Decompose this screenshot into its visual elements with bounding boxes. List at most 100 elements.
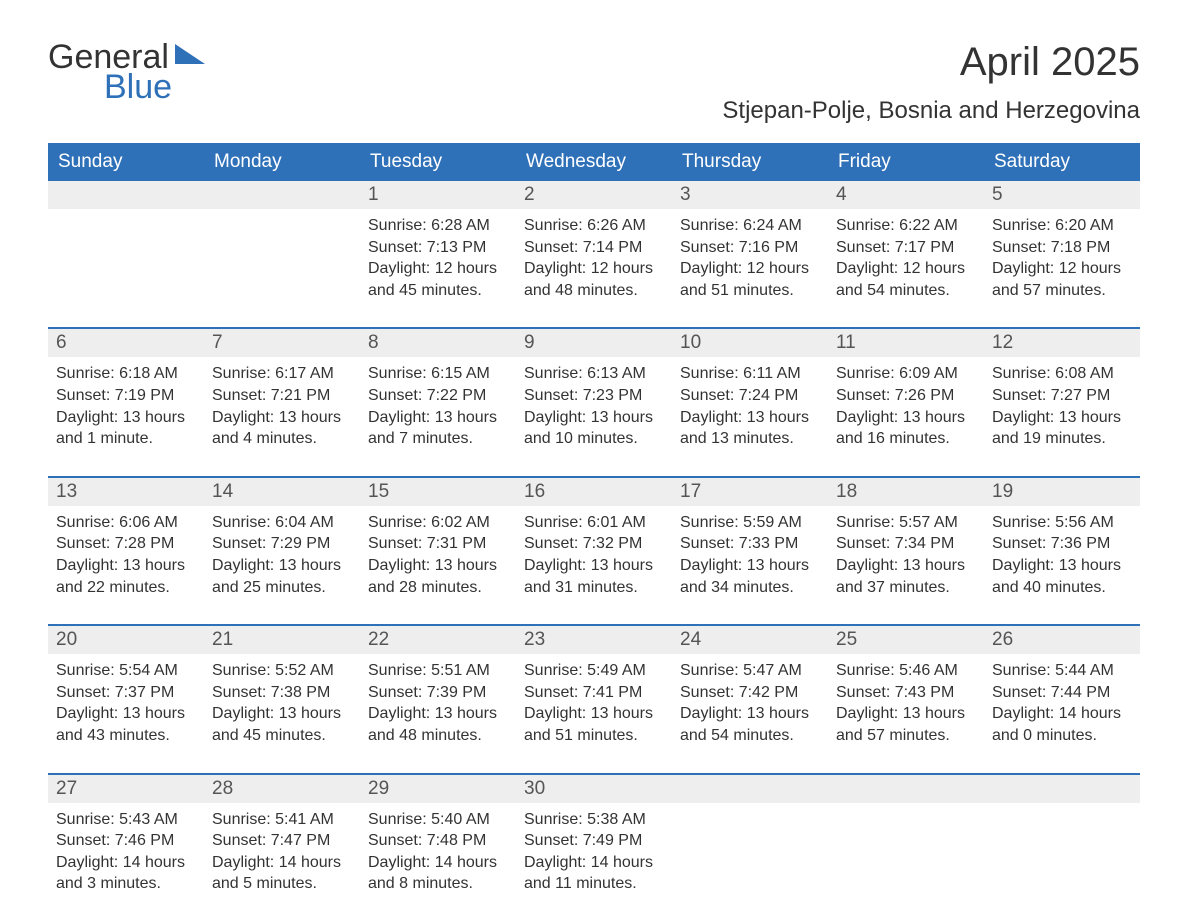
daylight-text: Daylight: 13 hours and 19 minutes. (992, 407, 1132, 450)
sunrise-text: Sunrise: 5:41 AM (212, 809, 352, 831)
day-body: Sunrise: 6:04 AMSunset: 7:29 PMDaylight:… (204, 506, 360, 602)
sunset-text: Sunset: 7:38 PM (212, 682, 352, 704)
daylight-text: Daylight: 13 hours and 57 minutes. (836, 703, 976, 746)
day-header-thursday: Thursday (672, 143, 828, 181)
day-cell: 18Sunrise: 5:57 AMSunset: 7:34 PMDayligh… (828, 478, 984, 602)
day-cell: 20Sunrise: 5:54 AMSunset: 7:37 PMDayligh… (48, 626, 204, 750)
sunrise-text: Sunrise: 5:52 AM (212, 660, 352, 682)
day-cell: 27Sunrise: 5:43 AMSunset: 7:46 PMDayligh… (48, 775, 204, 899)
daylight-text: Daylight: 13 hours and 13 minutes. (680, 407, 820, 450)
day-cell: 24Sunrise: 5:47 AMSunset: 7:42 PMDayligh… (672, 626, 828, 750)
sunrise-text: Sunrise: 6:28 AM (368, 215, 508, 237)
day-body: Sunrise: 6:13 AMSunset: 7:23 PMDaylight:… (516, 357, 672, 453)
day-body: Sunrise: 5:49 AMSunset: 7:41 PMDaylight:… (516, 654, 672, 750)
day-body: Sunrise: 5:40 AMSunset: 7:48 PMDaylight:… (360, 803, 516, 899)
day-body: Sunrise: 6:01 AMSunset: 7:32 PMDaylight:… (516, 506, 672, 602)
daylight-text: Daylight: 13 hours and 37 minutes. (836, 555, 976, 598)
logo-triangle-icon (175, 40, 205, 68)
day-body (48, 209, 204, 219)
day-number (984, 775, 1140, 803)
daylight-text: Daylight: 12 hours and 57 minutes. (992, 258, 1132, 301)
day-body: Sunrise: 6:17 AMSunset: 7:21 PMDaylight:… (204, 357, 360, 453)
daylight-text: Daylight: 13 hours and 51 minutes. (524, 703, 664, 746)
day-header-monday: Monday (204, 143, 360, 181)
sunrise-text: Sunrise: 6:08 AM (992, 363, 1132, 385)
daylight-text: Daylight: 14 hours and 3 minutes. (56, 852, 196, 895)
sunrise-text: Sunrise: 5:59 AM (680, 512, 820, 534)
day-body: Sunrise: 6:20 AMSunset: 7:18 PMDaylight:… (984, 209, 1140, 305)
sunset-text: Sunset: 7:33 PM (680, 533, 820, 555)
day-number: 13 (48, 478, 204, 506)
sunset-text: Sunset: 7:34 PM (836, 533, 976, 555)
day-number: 28 (204, 775, 360, 803)
day-cell: 4Sunrise: 6:22 AMSunset: 7:17 PMDaylight… (828, 181, 984, 305)
day-body (672, 803, 828, 813)
daylight-text: Daylight: 13 hours and 40 minutes. (992, 555, 1132, 598)
sunrise-text: Sunrise: 6:02 AM (368, 512, 508, 534)
sunrise-text: Sunrise: 5:49 AM (524, 660, 664, 682)
day-body: Sunrise: 6:22 AMSunset: 7:17 PMDaylight:… (828, 209, 984, 305)
day-body (828, 803, 984, 813)
sunrise-text: Sunrise: 6:15 AM (368, 363, 508, 385)
day-number: 9 (516, 329, 672, 357)
sunrise-text: Sunrise: 6:26 AM (524, 215, 664, 237)
day-body: Sunrise: 5:57 AMSunset: 7:34 PMDaylight:… (828, 506, 984, 602)
sunset-text: Sunset: 7:22 PM (368, 385, 508, 407)
sunset-text: Sunset: 7:26 PM (836, 385, 976, 407)
sunset-text: Sunset: 7:19 PM (56, 385, 196, 407)
day-number (48, 181, 204, 209)
sunset-text: Sunset: 7:14 PM (524, 237, 664, 259)
day-cell: 15Sunrise: 6:02 AMSunset: 7:31 PMDayligh… (360, 478, 516, 602)
day-number: 7 (204, 329, 360, 357)
sunset-text: Sunset: 7:43 PM (836, 682, 976, 704)
daylight-text: Daylight: 13 hours and 34 minutes. (680, 555, 820, 598)
day-cell: 23Sunrise: 5:49 AMSunset: 7:41 PMDayligh… (516, 626, 672, 750)
day-cell (48, 181, 204, 305)
day-cell: 7Sunrise: 6:17 AMSunset: 7:21 PMDaylight… (204, 329, 360, 453)
sunrise-text: Sunrise: 5:38 AM (524, 809, 664, 831)
daylight-text: Daylight: 13 hours and 1 minute. (56, 407, 196, 450)
day-number: 16 (516, 478, 672, 506)
day-cell: 21Sunrise: 5:52 AMSunset: 7:38 PMDayligh… (204, 626, 360, 750)
sunset-text: Sunset: 7:17 PM (836, 237, 976, 259)
sunrise-text: Sunrise: 6:06 AM (56, 512, 196, 534)
sunrise-text: Sunrise: 6:17 AM (212, 363, 352, 385)
day-cell: 14Sunrise: 6:04 AMSunset: 7:29 PMDayligh… (204, 478, 360, 602)
day-cell: 29Sunrise: 5:40 AMSunset: 7:48 PMDayligh… (360, 775, 516, 899)
sunset-text: Sunset: 7:31 PM (368, 533, 508, 555)
day-cell (204, 181, 360, 305)
day-body: Sunrise: 5:59 AMSunset: 7:33 PMDaylight:… (672, 506, 828, 602)
sunset-text: Sunset: 7:36 PM (992, 533, 1132, 555)
day-body: Sunrise: 5:44 AMSunset: 7:44 PMDaylight:… (984, 654, 1140, 750)
day-number: 20 (48, 626, 204, 654)
daylight-text: Daylight: 12 hours and 51 minutes. (680, 258, 820, 301)
daylight-text: Daylight: 13 hours and 7 minutes. (368, 407, 508, 450)
sunset-text: Sunset: 7:32 PM (524, 533, 664, 555)
sunset-text: Sunset: 7:47 PM (212, 830, 352, 852)
daylight-text: Daylight: 13 hours and 31 minutes. (524, 555, 664, 598)
day-cell: 5Sunrise: 6:20 AMSunset: 7:18 PMDaylight… (984, 181, 1140, 305)
day-cell: 25Sunrise: 5:46 AMSunset: 7:43 PMDayligh… (828, 626, 984, 750)
sunrise-text: Sunrise: 6:11 AM (680, 363, 820, 385)
daylight-text: Daylight: 13 hours and 22 minutes. (56, 555, 196, 598)
sunrise-text: Sunrise: 6:13 AM (524, 363, 664, 385)
day-cell (672, 775, 828, 899)
daylight-text: Daylight: 13 hours and 45 minutes. (212, 703, 352, 746)
sunrise-text: Sunrise: 5:43 AM (56, 809, 196, 831)
sunrise-text: Sunrise: 6:04 AM (212, 512, 352, 534)
day-cell: 6Sunrise: 6:18 AMSunset: 7:19 PMDaylight… (48, 329, 204, 453)
weeks-container: 1Sunrise: 6:28 AMSunset: 7:13 PMDaylight… (48, 181, 1140, 899)
day-number: 27 (48, 775, 204, 803)
sunrise-text: Sunrise: 5:40 AM (368, 809, 508, 831)
sunrise-text: Sunrise: 6:24 AM (680, 215, 820, 237)
sunset-text: Sunset: 7:37 PM (56, 682, 196, 704)
sunset-text: Sunset: 7:29 PM (212, 533, 352, 555)
logo: General Blue (48, 40, 205, 104)
sunset-text: Sunset: 7:48 PM (368, 830, 508, 852)
sunset-text: Sunset: 7:41 PM (524, 682, 664, 704)
sunrise-text: Sunrise: 6:20 AM (992, 215, 1132, 237)
day-number: 15 (360, 478, 516, 506)
day-body: Sunrise: 5:56 AMSunset: 7:36 PMDaylight:… (984, 506, 1140, 602)
sunrise-text: Sunrise: 5:44 AM (992, 660, 1132, 682)
sunset-text: Sunset: 7:16 PM (680, 237, 820, 259)
